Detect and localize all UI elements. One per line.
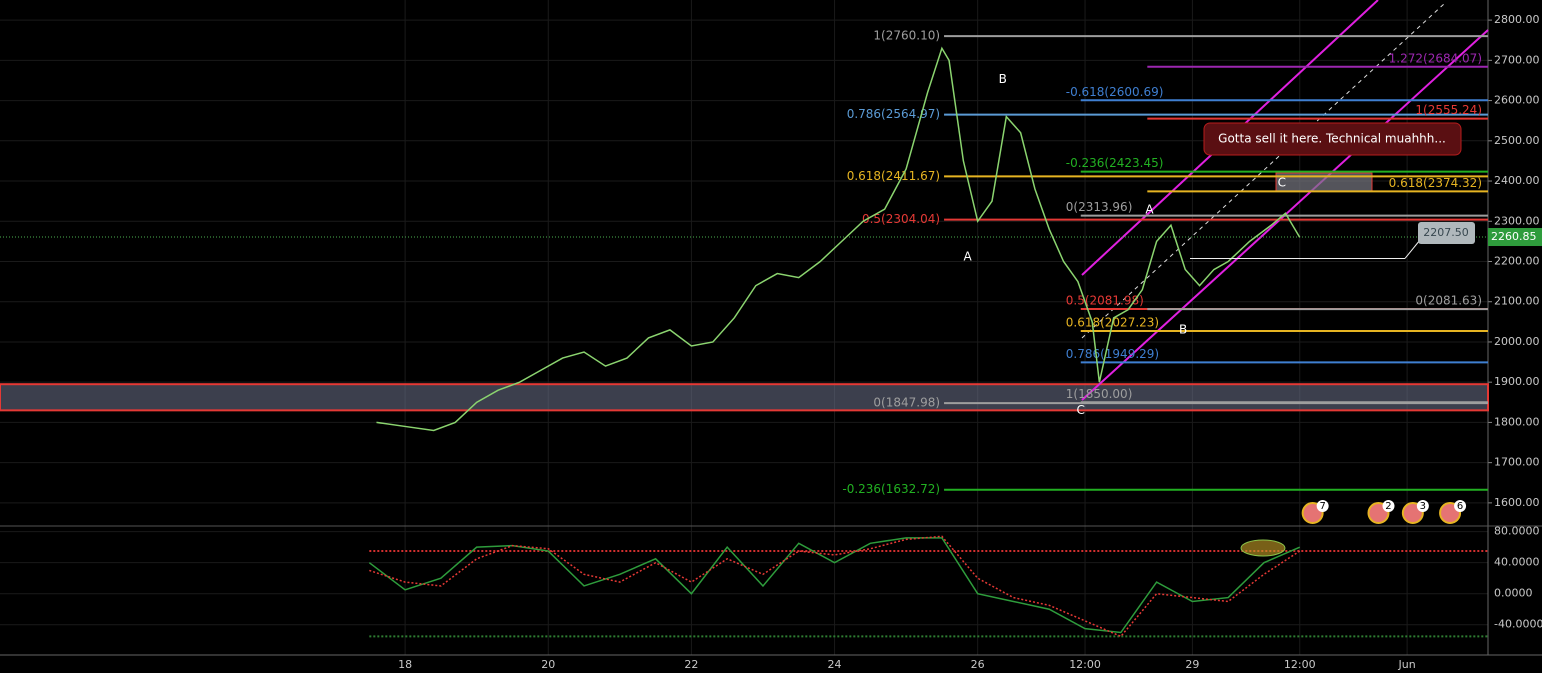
wave-label: C bbox=[1278, 176, 1286, 190]
wave-label: A bbox=[1145, 203, 1154, 217]
event-count: 7 bbox=[1319, 501, 1325, 512]
note-box bbox=[1203, 122, 1462, 156]
event-count: 2 bbox=[1385, 501, 1391, 512]
fib-label: 0(2081.63) bbox=[1415, 294, 1482, 308]
y-tick-label: 2400.00 bbox=[1494, 174, 1540, 187]
event-count-bg bbox=[1316, 500, 1329, 512]
x-tick-label: 24 bbox=[828, 658, 842, 671]
fib-label: 0.618(2374.32) bbox=[1389, 176, 1482, 190]
y-tick-label: 1600.00 bbox=[1494, 496, 1540, 509]
note-text: Gotta sell it here. Technical muahhh... bbox=[1218, 132, 1446, 146]
y-tick-label: 0.0000 bbox=[1494, 587, 1533, 600]
y-tick-label: 2300.00 bbox=[1494, 214, 1540, 227]
marker-line bbox=[1404, 239, 1421, 259]
y-tick-label: 1700.00 bbox=[1494, 456, 1540, 469]
y-tick-label: 80.0000 bbox=[1494, 525, 1540, 538]
channel-mid bbox=[1081, 2, 1446, 339]
fib-label: 1.272(2684.07) bbox=[1389, 51, 1482, 65]
support-zone bbox=[0, 383, 1489, 412]
y-tick-label: 2700.00 bbox=[1494, 53, 1540, 66]
y-tick-label: 1800.00 bbox=[1494, 415, 1540, 428]
wave-label: A bbox=[964, 250, 973, 264]
x-tick-label: 12:00 bbox=[1069, 658, 1101, 671]
marker-label: 2207.50 bbox=[1423, 226, 1469, 239]
x-tick-label: 12:00 bbox=[1284, 658, 1316, 671]
last-price-label: 2260.85 bbox=[1491, 230, 1537, 243]
fib-label: 1(1850.00) bbox=[1066, 387, 1133, 401]
x-tick-label: 22 bbox=[684, 658, 698, 671]
wave-label: B bbox=[999, 72, 1007, 86]
x-tick-label: Jun bbox=[1398, 658, 1416, 671]
x-tick-label: 20 bbox=[541, 658, 555, 671]
osc-line bbox=[368, 537, 1301, 634]
price-line bbox=[376, 46, 1301, 432]
osc-highlight bbox=[1240, 539, 1286, 557]
marker-box bbox=[1418, 222, 1475, 244]
fib-label: 0.786(2564.97) bbox=[847, 107, 940, 121]
last-price-tag bbox=[1488, 228, 1542, 247]
fib-label: 0(1847.98) bbox=[873, 396, 940, 410]
event-count-bg bbox=[1454, 500, 1467, 512]
y-tick-label: 2000.00 bbox=[1494, 335, 1540, 348]
y-tick-label: 40.0000 bbox=[1494, 556, 1540, 569]
fib-label: 1(2555.24) bbox=[1415, 103, 1482, 117]
x-tick-label: 26 bbox=[971, 658, 985, 671]
fib-label: 1(2760.10) bbox=[873, 29, 940, 43]
y-tick-label: 2600.00 bbox=[1494, 94, 1540, 107]
y-tick-label: 2100.00 bbox=[1494, 295, 1540, 308]
x-tick-label: 18 bbox=[398, 658, 412, 671]
event-count-bg bbox=[1382, 500, 1395, 512]
y-tick-label: 1900.00 bbox=[1494, 375, 1540, 388]
fib-label: 0(2313.96) bbox=[1066, 200, 1133, 214]
fib-label: -0.618(2600.69) bbox=[1066, 85, 1164, 99]
event-count: 3 bbox=[1420, 501, 1426, 512]
fib-label: 0.5(2304.04) bbox=[862, 212, 940, 226]
y-tick-label: 2800.00 bbox=[1494, 13, 1540, 26]
wave-label: B bbox=[1179, 322, 1187, 336]
event-count: 6 bbox=[1457, 501, 1463, 512]
y-tick-label: 2500.00 bbox=[1494, 134, 1540, 147]
fib-label: -0.236(2423.45) bbox=[1066, 156, 1164, 170]
y-tick-label: 2200.00 bbox=[1494, 254, 1540, 267]
x-tick-label: 29 bbox=[1185, 658, 1199, 671]
fib-label: 0.5(2081.98) bbox=[1066, 293, 1144, 307]
osc-line bbox=[369, 535, 1301, 638]
wave-label: C bbox=[1077, 403, 1085, 417]
y-tick-label: -40.0000 bbox=[1494, 618, 1542, 631]
fib-label: 0.618(2411.67) bbox=[847, 169, 940, 183]
fib-label: 0.786(1949.29) bbox=[1066, 347, 1159, 361]
fib-label: -0.236(1632.72) bbox=[842, 482, 940, 496]
event-count-bg bbox=[1416, 500, 1429, 512]
